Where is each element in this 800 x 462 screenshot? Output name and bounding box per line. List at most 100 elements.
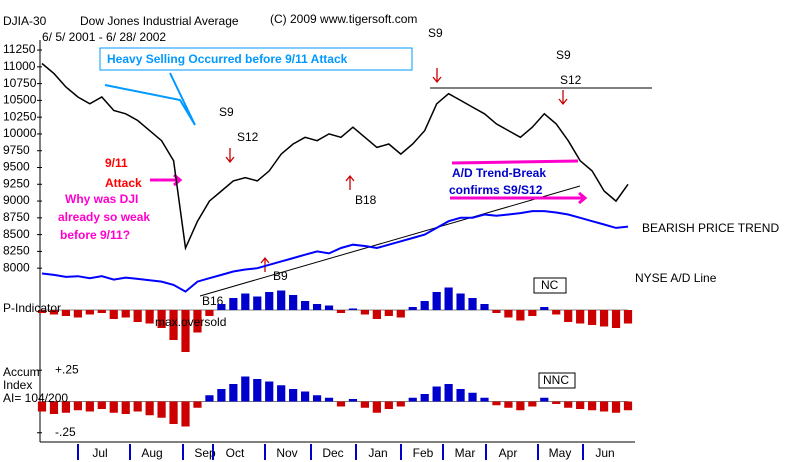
panel-ai: AI= 104/200 (3, 391, 68, 405)
bar (37, 310, 47, 313)
x-tick-label: Mar (455, 446, 476, 460)
bar (277, 290, 286, 310)
nnc-box (538, 372, 576, 389)
bar (336, 310, 346, 313)
bar (289, 389, 298, 402)
bar (253, 379, 262, 402)
chart-title: Dow Jones Industrial Average (80, 14, 239, 28)
bar (312, 395, 322, 402)
callout-box (99, 47, 413, 71)
bar (49, 401, 59, 414)
bar (49, 310, 59, 315)
bar (181, 401, 190, 427)
bar (528, 401, 537, 407)
panel-tag: NNC (543, 373, 569, 387)
bar (360, 401, 369, 408)
bar (133, 310, 142, 322)
symbol: DJIA-30 (3, 14, 47, 28)
annotation: Why was DJI (65, 192, 138, 206)
bar (516, 310, 525, 321)
series-line (41, 62, 629, 251)
bar (432, 386, 441, 402)
y-tick-label: 10000 (3, 126, 37, 140)
annotation: before 9/11? (60, 228, 130, 242)
bar (85, 310, 94, 315)
selling-pointer (104, 72, 196, 126)
bar (348, 308, 358, 310)
panel-title: P-Indicator (3, 301, 61, 315)
bar (169, 401, 178, 424)
bar (73, 401, 82, 411)
bar (384, 401, 393, 409)
y-tick-label: 8250 (3, 244, 30, 258)
annotation: already so weak (58, 210, 150, 224)
bar (85, 401, 94, 412)
panel-title: Accum (3, 365, 40, 379)
panel-title: Index (3, 378, 32, 392)
x-tick-label: Oct (226, 446, 245, 460)
bar (480, 304, 489, 310)
series-line (41, 210, 629, 293)
bar (289, 295, 298, 310)
bar (576, 310, 585, 324)
bar (456, 293, 465, 310)
y-tick-label: 9750 (3, 143, 30, 157)
bar (241, 376, 250, 402)
y-tick-label: 11250 (3, 42, 36, 56)
bar (205, 310, 214, 316)
bar (504, 310, 513, 318)
bar (623, 401, 633, 411)
bar (157, 310, 166, 328)
bar (480, 397, 489, 402)
bar (552, 401, 561, 404)
bar (324, 305, 334, 310)
annotation: A/D Trend-Break (452, 166, 546, 180)
bar (253, 296, 262, 310)
y-tick-label: -.25 (55, 425, 76, 439)
x-tick-label: Aug (141, 446, 162, 460)
bar (396, 401, 405, 407)
bar (205, 395, 214, 402)
bar (528, 310, 537, 316)
bar (456, 389, 465, 402)
bar (121, 401, 130, 414)
bar (432, 292, 441, 310)
bar (265, 381, 274, 402)
bar (516, 401, 525, 411)
y-tick-label: 9500 (3, 160, 30, 174)
signal-arrows (225, 68, 568, 272)
annotation: Heavy Selling Occurred before 9/11 Attac… (107, 52, 348, 66)
bar (468, 298, 477, 310)
x-tick-label: Dec (322, 446, 343, 460)
annotation: Attack (105, 176, 142, 190)
bar (588, 310, 597, 325)
bar (312, 304, 322, 310)
annotation: BEARISH PRICE TREND (642, 221, 779, 235)
x-tick-label: Jul (92, 446, 107, 460)
bar (588, 401, 597, 411)
bar (37, 401, 47, 412)
trend-arrow (450, 191, 588, 205)
bar (121, 310, 130, 318)
bar (564, 401, 573, 408)
bar (157, 401, 166, 418)
y-tick-label: 10250 (3, 109, 37, 123)
bar (324, 397, 334, 402)
y-tick-label: 8750 (3, 210, 30, 224)
bar (420, 394, 429, 402)
bar (576, 401, 585, 409)
x-tick-label: Jun (595, 446, 614, 460)
bar (133, 401, 142, 412)
bar (372, 401, 381, 413)
y-tick-label: 10500 (3, 93, 37, 107)
bar (540, 397, 549, 402)
annotation: S9 (556, 48, 571, 62)
bar (61, 310, 71, 316)
y-tick-label: 8000 (3, 260, 30, 274)
bar (599, 401, 609, 412)
bar (73, 310, 82, 318)
bar (492, 401, 501, 406)
bar (169, 310, 178, 340)
panel-note: max.oversold (155, 315, 226, 329)
x-tick-label: May (549, 446, 572, 460)
